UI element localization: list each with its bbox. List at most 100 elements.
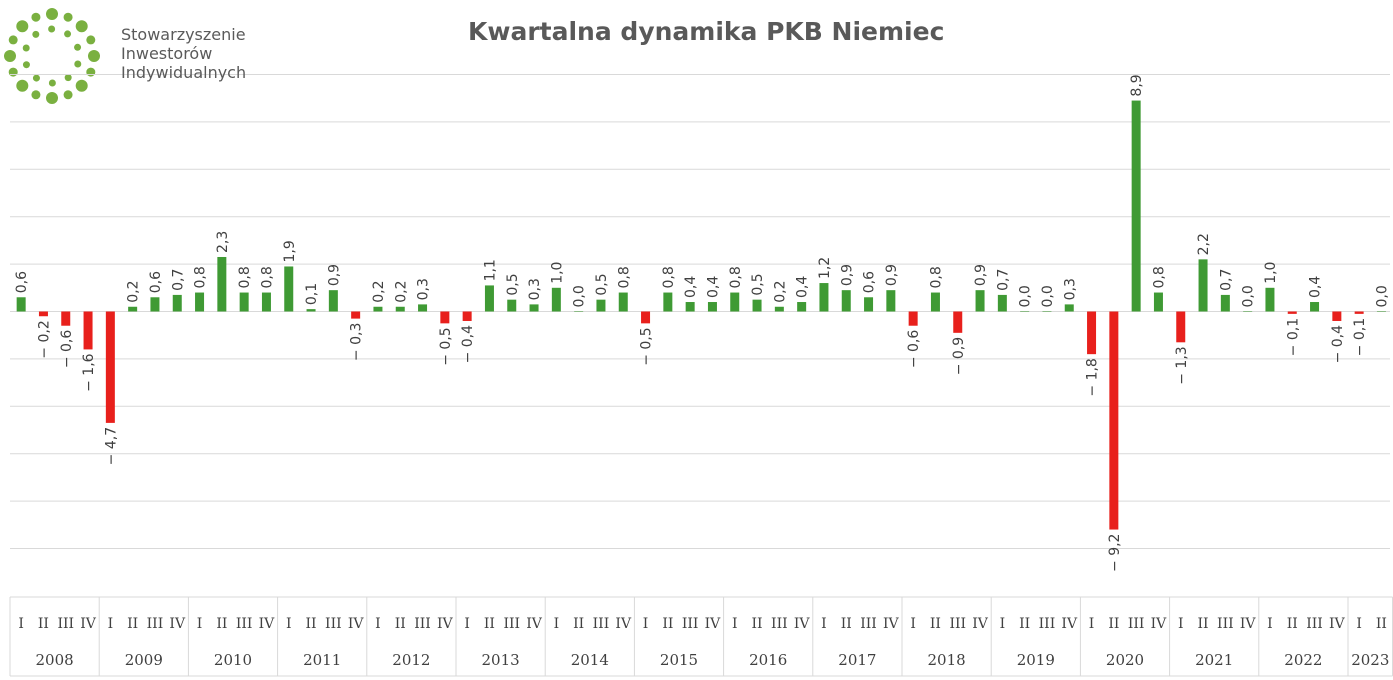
data-label: 0,2 <box>393 280 409 302</box>
bar <box>797 302 807 312</box>
data-label: 1,0 <box>1263 262 1279 284</box>
data-label: 0,0 <box>1018 285 1034 307</box>
data-label: 0,3 <box>1062 278 1078 300</box>
bar <box>351 311 361 319</box>
data-label: − 1,6 <box>81 353 97 392</box>
bar <box>1310 302 1320 312</box>
data-labels: 0,6 − 0,2 − 0,6 − 1,6 − 4,7 0,2 0,6 0,7 0,8 2,3 0,… <box>14 74 1390 572</box>
bar <box>150 297 160 312</box>
quarter-tick-label: II <box>395 616 406 632</box>
chart-title: Kwartalna dynamika PKB Niemiec <box>468 17 945 46</box>
logo-line-1: Stowarzyszenie <box>121 25 246 44</box>
data-label: 0,7 <box>995 269 1011 291</box>
bar <box>685 302 695 312</box>
data-label: 0,0 <box>1374 285 1390 307</box>
quarter-tick-label: III <box>147 616 164 632</box>
data-label: 0,0 <box>1040 285 1056 307</box>
quarter-tick-label: I <box>1000 616 1006 632</box>
quarter-tick-label: III <box>1306 616 1323 632</box>
year-tick-label: 2016 <box>749 651 787 669</box>
logo-dot <box>16 79 29 92</box>
bar <box>261 292 271 312</box>
bar <box>217 256 227 312</box>
quarter-tick-label: I <box>375 616 381 632</box>
data-label: 0,0 <box>1241 285 1257 307</box>
year-tick-label: 2018 <box>928 651 966 669</box>
data-label: 1,1 <box>482 259 498 281</box>
bar <box>953 311 963 333</box>
quarter-tick-label: II <box>1376 616 1387 632</box>
quarter-tick-label: I <box>1356 616 1362 632</box>
quarter-tick-label: I <box>910 616 916 632</box>
quarter-tick-label: I <box>1178 616 1184 632</box>
bar <box>774 306 784 312</box>
bar <box>1354 311 1364 314</box>
bar <box>841 290 851 312</box>
data-label: 0,2 <box>371 280 387 302</box>
data-label: 1,0 <box>549 262 565 284</box>
quarter-tick-label: III <box>503 616 520 632</box>
quarter-tick-label: II <box>1198 616 1209 632</box>
logo-dot <box>32 30 40 38</box>
bar <box>663 292 673 312</box>
logo-dot <box>86 35 96 45</box>
data-label: 0,7 <box>1218 269 1234 291</box>
data-label: 0,9 <box>884 264 900 286</box>
data-label: 0,9 <box>839 264 855 286</box>
quarter-tick-label: II <box>127 616 138 632</box>
quarter-tick-label: II <box>662 616 673 632</box>
data-label: 0,4 <box>683 276 699 298</box>
quarter-tick-label: IV <box>794 616 811 632</box>
data-label: − 0,1 <box>1352 318 1368 356</box>
bar <box>83 311 93 350</box>
bar <box>1153 292 1163 312</box>
quarter-tick-label: III <box>771 616 788 632</box>
quarter-tick-label: IV <box>1329 616 1346 632</box>
data-label: 0,4 <box>1308 276 1324 298</box>
quarter-tick-label: III <box>414 616 431 632</box>
quarter-tick-label: II <box>306 616 317 632</box>
data-label: 0,6 <box>862 271 878 293</box>
year-tick-label: 2015 <box>660 651 698 669</box>
data-label: 1,9 <box>282 240 298 262</box>
quarter-tick-label: III <box>949 616 966 632</box>
quarter-tick-label: II <box>1108 616 1119 632</box>
quarter-tick-label: IV <box>1151 616 1168 632</box>
quarter-tick-label: I <box>554 616 560 632</box>
bar <box>819 283 829 312</box>
logo-dot <box>63 90 73 100</box>
bar <box>1287 311 1297 314</box>
bar <box>930 292 940 312</box>
quarter-tick-label: II <box>484 616 495 632</box>
logo-dot <box>48 79 56 87</box>
data-label: 2,3 <box>215 231 231 253</box>
bar <box>1020 311 1030 312</box>
bar <box>1220 294 1230 312</box>
quarter-tick-label: IV <box>169 616 186 632</box>
logo-dot <box>4 50 16 62</box>
bar <box>730 292 740 312</box>
logo-dot <box>31 90 41 100</box>
bar <box>1042 311 1052 312</box>
quarter-tick-label: IV <box>1240 616 1257 632</box>
data-label: 0,1 <box>304 283 320 305</box>
logo-dot <box>88 50 100 62</box>
bar <box>440 311 450 324</box>
quarter-tick-label: I <box>732 616 738 632</box>
data-label: − 4,7 <box>103 427 119 465</box>
quarter-tick-label: II <box>573 616 584 632</box>
data-label: − 0,5 <box>438 327 454 365</box>
quarter-tick-label: III <box>593 616 610 632</box>
quarter-tick-label: III <box>236 616 253 632</box>
logo-dot <box>31 12 41 22</box>
bar <box>752 299 762 312</box>
data-label: 0,2 <box>126 280 142 302</box>
data-label: − 0,4 <box>460 325 476 364</box>
data-label: 0,3 <box>527 278 543 300</box>
data-label: 0,8 <box>616 266 632 288</box>
bar <box>1176 311 1186 343</box>
quarter-tick-label: III <box>57 616 74 632</box>
bar <box>975 290 985 312</box>
quarter-tick-label: II <box>1287 616 1298 632</box>
data-label: 1,2 <box>817 257 833 279</box>
